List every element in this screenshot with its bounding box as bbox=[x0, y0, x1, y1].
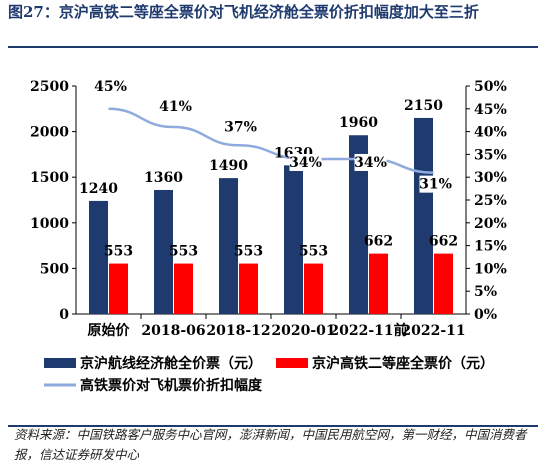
right-tick-label: 5% bbox=[474, 284, 497, 300]
railfare-bar bbox=[174, 263, 193, 314]
right-tick-label: 40% bbox=[474, 125, 507, 141]
left-tick-label: 1500 bbox=[30, 170, 69, 186]
legend-label-railfare: 京沪高铁二等座全票价（元） bbox=[312, 355, 494, 372]
airfare-bar bbox=[219, 178, 238, 314]
airfare-bar bbox=[154, 189, 173, 314]
railfare-value-label: 662 bbox=[364, 234, 393, 250]
legend-label-airfare: 京沪航线经济舱全价票（元） bbox=[80, 355, 262, 372]
legend-swatch-airfare bbox=[44, 358, 76, 368]
line-label-box bbox=[419, 175, 452, 193]
airfare-value-label: 1490 bbox=[209, 158, 248, 174]
line-label-box bbox=[354, 153, 387, 171]
line-value-label: 34% bbox=[289, 155, 322, 171]
title-rule bbox=[8, 46, 538, 48]
left-tick-label: 1000 bbox=[30, 216, 69, 232]
right-tick-label: 50% bbox=[474, 79, 507, 95]
x-tick-label: 2018-12 bbox=[206, 323, 270, 339]
legend-swatch-railfare bbox=[276, 358, 308, 368]
railfare-value-label: 553 bbox=[299, 244, 328, 260]
x-tick-label: 原始价 bbox=[88, 322, 131, 339]
right-tick-label: 30% bbox=[474, 170, 507, 186]
chart: 0 500 1000 1500 2000 2500 0% 5% 10% 15% 20% 25% 30% 3… bbox=[30, 77, 507, 394]
left-tick-label: 2000 bbox=[30, 125, 69, 141]
right-tick-label: 0% bbox=[474, 307, 497, 323]
bars bbox=[89, 117, 453, 314]
line-value-label: 34% bbox=[354, 155, 387, 171]
line-value-label: 45% bbox=[94, 79, 127, 95]
airfare-value-label: 2150 bbox=[404, 98, 443, 114]
railfare-value-label: 553 bbox=[234, 244, 263, 260]
x-tick-label: 2020-01 bbox=[271, 323, 335, 339]
line-label-box bbox=[289, 153, 322, 171]
railfare-bar bbox=[304, 263, 323, 314]
source-rule bbox=[8, 425, 538, 427]
line-label-box bbox=[224, 118, 257, 136]
right-tick-label: 20% bbox=[474, 216, 507, 232]
line-value-label: 37% bbox=[224, 119, 257, 135]
railfare-bar bbox=[434, 253, 453, 314]
left-tick-label: 2500 bbox=[30, 79, 69, 95]
left-tick-label: 500 bbox=[40, 261, 69, 277]
right-tick-label: 25% bbox=[474, 193, 507, 209]
line-label-box bbox=[159, 98, 192, 116]
figure-title: 图27：京沪高铁二等座全票价对飞机经济舱全票价折扣幅度加大至三折 bbox=[8, 3, 479, 21]
right-tick-label: 35% bbox=[474, 147, 507, 163]
airfare-bar bbox=[414, 117, 433, 314]
railfare-bar bbox=[109, 263, 128, 314]
railfare-value-label: 662 bbox=[429, 234, 458, 250]
railfare-bar bbox=[369, 253, 388, 314]
x-tick-label: 2022-11 bbox=[401, 323, 465, 339]
airfare-bar bbox=[349, 135, 368, 314]
airfare-value-label: 1360 bbox=[144, 170, 183, 186]
airfare-value-label: 1960 bbox=[339, 115, 378, 131]
right-tick-label: 10% bbox=[474, 261, 507, 277]
airfare-bar bbox=[284, 165, 303, 314]
railfare-value-label: 553 bbox=[104, 244, 133, 260]
airfare-value-label: 1240 bbox=[79, 181, 118, 197]
legend-label-discount: 高铁票价对飞机票价折扣幅度 bbox=[80, 377, 263, 394]
legend: 京沪航线经济舱全价票（元） 京沪高铁二等座全票价（元） 高铁票价对飞机票价折扣幅度 bbox=[44, 355, 494, 394]
line-value-label: 31% bbox=[419, 177, 452, 193]
source-note: 资料来源：中国铁路客户服务中心官网，澎湃新闻，中国民用航空网，第一财经，中国消费… bbox=[14, 427, 527, 462]
right-tick-label: 45% bbox=[474, 102, 507, 118]
axes: 0 500 1000 1500 2000 2500 0% 5% 10% 15% 20% 25% 30% 3… bbox=[30, 79, 507, 339]
line-label-box bbox=[94, 77, 127, 95]
x-tick-label: 2018-06 bbox=[141, 323, 205, 339]
railfare-bar bbox=[239, 263, 258, 314]
line-value-label: 41% bbox=[159, 99, 192, 115]
x-tick-label: 2022-11前 bbox=[329, 322, 407, 339]
right-tick-label: 15% bbox=[474, 239, 507, 255]
railfare-value-label: 553 bbox=[169, 244, 198, 260]
left-tick-label: 0 bbox=[59, 307, 69, 323]
airfare-bar bbox=[89, 200, 108, 314]
